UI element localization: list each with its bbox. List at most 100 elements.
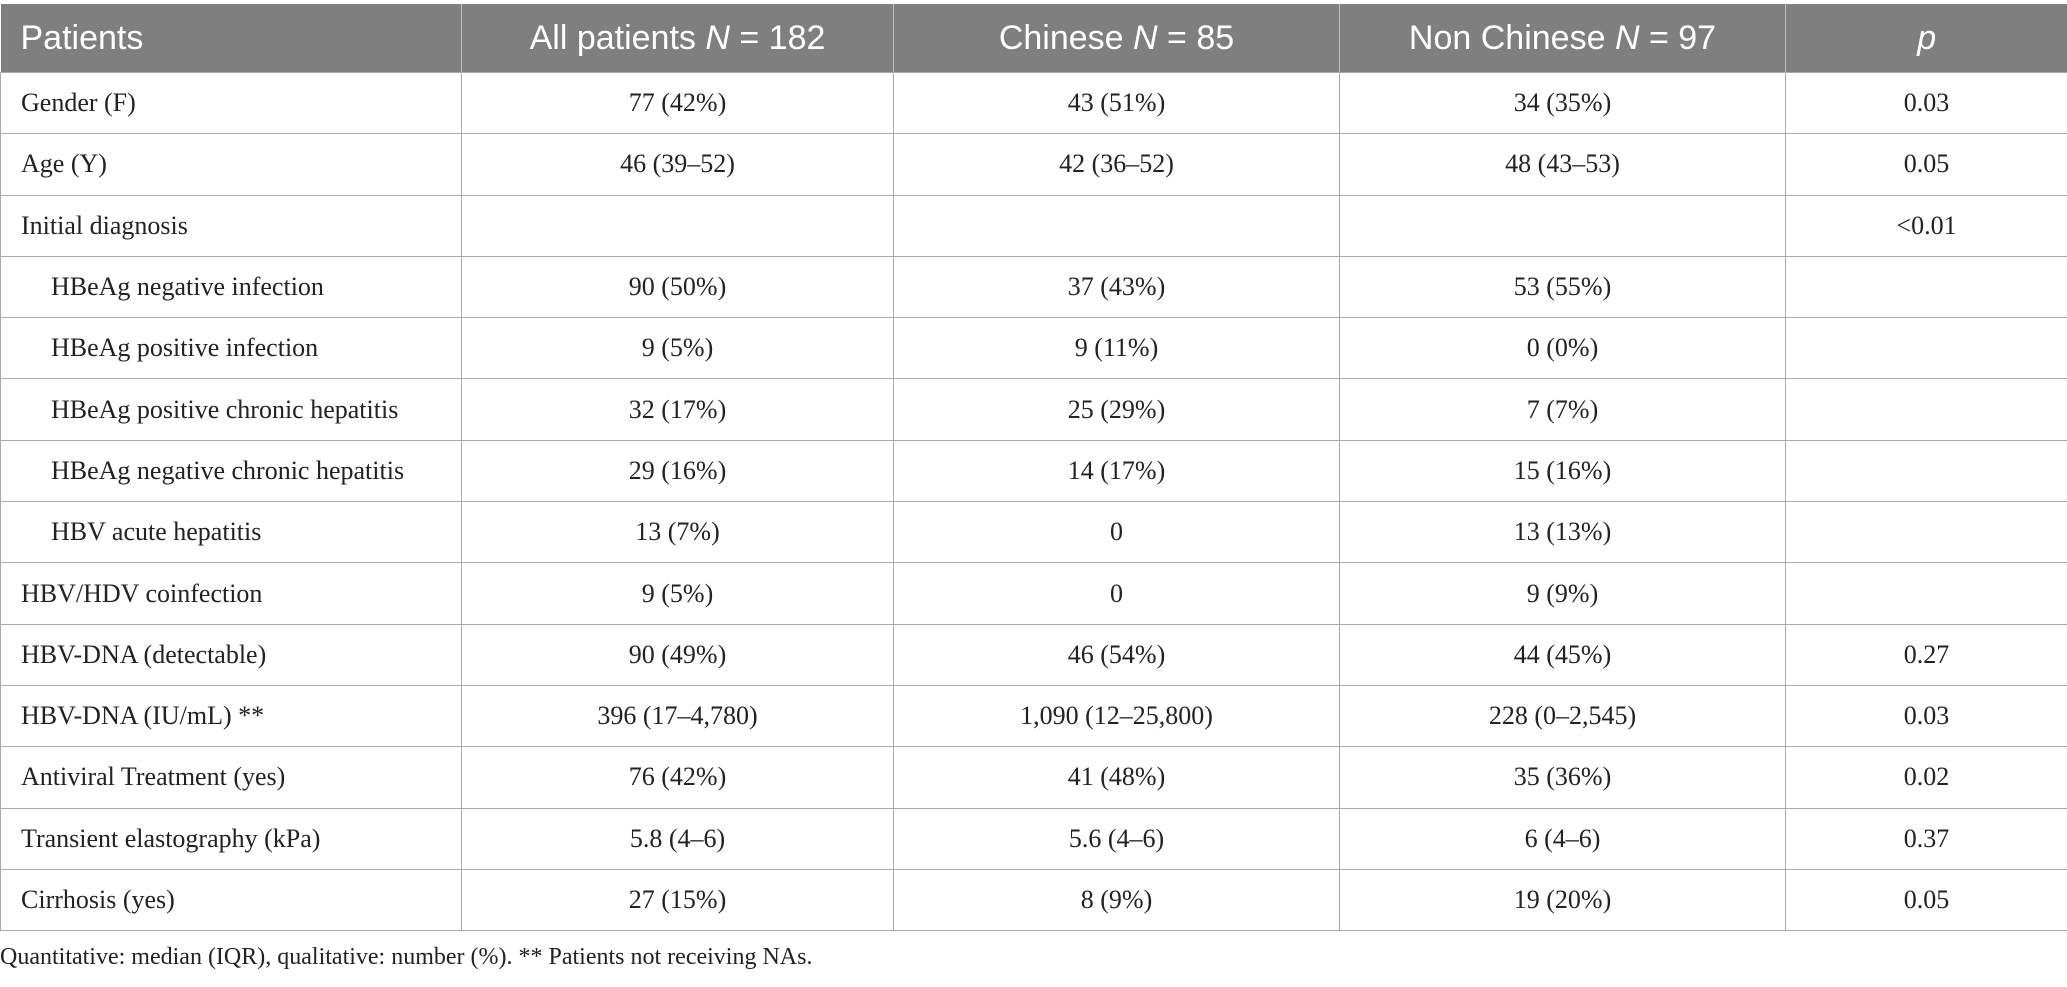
cell-non-chinese: 53 (55%) <box>1339 255 1786 319</box>
cell-all: 90 (50%) <box>461 255 894 319</box>
row-label: Transient elastography (kPa) <box>0 807 462 870</box>
cell-chinese: 43 (51%) <box>893 71 1340 135</box>
table-row: Antiviral Treatment (yes) 76 (42%) 41 (4… <box>0 746 2067 809</box>
cell-chinese: 0 <box>893 562 1340 625</box>
header-nonchinese-count: = 97 <box>1639 18 1717 57</box>
table-header: Patients All patients N = 182 Chinese N … <box>0 4 2067 73</box>
cell-all: 46 (39–52) <box>461 133 894 196</box>
cell-p: 0.03 <box>1785 684 2067 748</box>
row-label: Cirrhosis (yes) <box>0 868 462 932</box>
header-patients: Patients <box>0 4 462 73</box>
cell-non-chinese: 19 (20%) <box>1339 868 1786 932</box>
header-all-label: All patients <box>529 18 706 57</box>
cell-non-chinese <box>1339 194 1786 257</box>
table-footnote: Quantitative: median (IQR), qualitative:… <box>0 944 813 970</box>
table-body: Gender (F) 77 (42%) 43 (51%) 34 (35%) 0.… <box>0 71 2067 932</box>
cell-p: 0.27 <box>1785 623 2067 686</box>
cell-non-chinese: 13 (13%) <box>1339 501 1786 564</box>
row-label: HBV-DNA (IU/mL) ** <box>0 684 462 748</box>
table-row: Initial diagnosis <0.01 <box>0 194 2067 257</box>
header-row: Patients All patients N = 182 Chinese N … <box>0 4 2067 73</box>
cell-p: 0.37 <box>1785 807 2067 870</box>
cell-p: <0.01 <box>1785 194 2067 257</box>
header-chinese-count: = 85 <box>1157 18 1235 57</box>
cell-all: 396 (17–4,780) <box>461 684 894 748</box>
cell-non-chinese: 228 (0–2,545) <box>1339 684 1786 748</box>
row-label-indented: HBeAg positive infection <box>0 317 462 380</box>
cell-chinese: 1,090 (12–25,800) <box>893 684 1340 748</box>
cell-non-chinese: 34 (35%) <box>1339 71 1786 135</box>
cell-all: 29 (16%) <box>461 439 894 503</box>
cell-chinese: 41 (48%) <box>893 746 1340 809</box>
cell-all: 13 (7%) <box>461 501 894 564</box>
cell-chinese: 8 (9%) <box>893 868 1340 932</box>
header-all-n: N <box>705 18 730 57</box>
header-non-chinese: Non Chinese N = 97 <box>1339 4 1786 73</box>
header-all-count: = 182 <box>729 18 826 57</box>
cell-chinese <box>893 194 1340 257</box>
row-label: Gender (F) <box>0 71 462 135</box>
patient-characteristics-table-wrapper: Patients All patients N = 182 Chinese N … <box>0 4 2067 932</box>
cell-non-chinese: 48 (43–53) <box>1339 133 1786 196</box>
cell-all: 76 (42%) <box>461 746 894 809</box>
cell-non-chinese: 35 (36%) <box>1339 746 1786 809</box>
row-label: Initial diagnosis <box>0 194 462 257</box>
row-label: HBV-DNA (detectable) <box>0 623 462 686</box>
row-label-indented: HBeAg positive chronic hepatitis <box>0 378 462 441</box>
cell-all: 9 (5%) <box>461 562 894 625</box>
table-row: HBV-DNA (IU/mL) ** 396 (17–4,780) 1,090 … <box>0 684 2067 748</box>
cell-non-chinese: 44 (45%) <box>1339 623 1786 686</box>
table-row: Transient elastography (kPa) 5.8 (4–6) 5… <box>0 807 2067 870</box>
cell-non-chinese: 7 (7%) <box>1339 378 1786 441</box>
header-nonchinese-label: Non Chinese <box>1408 18 1615 57</box>
cell-chinese: 37 (43%) <box>893 255 1340 319</box>
cell-chinese: 25 (29%) <box>893 378 1340 441</box>
header-all-patients: All patients N = 182 <box>461 4 894 73</box>
cell-all: 27 (15%) <box>461 868 894 932</box>
table-row: Gender (F) 77 (42%) 43 (51%) 34 (35%) 0.… <box>0 71 2067 135</box>
header-chinese-n: N <box>1133 18 1158 57</box>
cell-non-chinese: 15 (16%) <box>1339 439 1786 503</box>
cell-all: 90 (49%) <box>461 623 894 686</box>
cell-non-chinese: 0 (0%) <box>1339 317 1786 380</box>
cell-chinese: 9 (11%) <box>893 317 1340 380</box>
cell-chinese: 46 (54%) <box>893 623 1340 686</box>
row-label-indented: HBeAg negative infection <box>0 255 462 319</box>
row-label: HBV/HDV coinfection <box>0 562 462 625</box>
cell-p: 0.03 <box>1785 71 2067 135</box>
cell-p <box>1785 562 2067 625</box>
patient-characteristics-table: Patients All patients N = 182 Chinese N … <box>0 4 2067 932</box>
cell-p: 0.05 <box>1785 868 2067 932</box>
row-label: Antiviral Treatment (yes) <box>0 746 462 809</box>
table-row: HBeAg negative infection 90 (50%) 37 (43… <box>0 255 2067 319</box>
row-label-indented: HBeAg negative chronic hepatitis <box>0 439 462 503</box>
cell-all: 32 (17%) <box>461 378 894 441</box>
cell-p: 0.02 <box>1785 746 2067 809</box>
cell-chinese: 14 (17%) <box>893 439 1340 503</box>
cell-p <box>1785 317 2067 380</box>
cell-p <box>1785 439 2067 503</box>
table-row: HBV-DNA (detectable) 90 (49%) 46 (54%) 4… <box>0 623 2067 686</box>
cell-all: 77 (42%) <box>461 71 894 135</box>
cell-p <box>1785 501 2067 564</box>
cell-p <box>1785 255 2067 319</box>
table-row: HBV/HDV coinfection 9 (5%) 0 9 (9%) <box>0 562 2067 625</box>
cell-chinese: 5.6 (4–6) <box>893 807 1340 870</box>
row-label-indented: HBV acute hepatitis <box>0 501 462 564</box>
cell-all <box>461 194 894 257</box>
cell-p: 0.05 <box>1785 133 2067 196</box>
header-p-value: p <box>1785 4 2067 73</box>
cell-all: 5.8 (4–6) <box>461 807 894 870</box>
cell-all: 9 (5%) <box>461 317 894 380</box>
cell-chinese: 0 <box>893 501 1340 564</box>
table-row: Cirrhosis (yes) 27 (15%) 8 (9%) 19 (20%)… <box>0 868 2067 932</box>
table-row: HBV acute hepatitis 13 (7%) 0 13 (13%) <box>0 501 2067 564</box>
table-row: Age (Y) 46 (39–52) 42 (36–52) 48 (43–53)… <box>0 133 2067 196</box>
header-nonchinese-n: N <box>1614 18 1640 57</box>
row-label: Age (Y) <box>0 133 462 196</box>
cell-non-chinese: 6 (4–6) <box>1339 807 1786 870</box>
header-chinese: Chinese N = 85 <box>893 4 1340 73</box>
cell-p <box>1785 378 2067 441</box>
cell-chinese: 42 (36–52) <box>893 133 1340 196</box>
table-row: HBeAg positive infection 9 (5%) 9 (11%) … <box>0 317 2067 380</box>
